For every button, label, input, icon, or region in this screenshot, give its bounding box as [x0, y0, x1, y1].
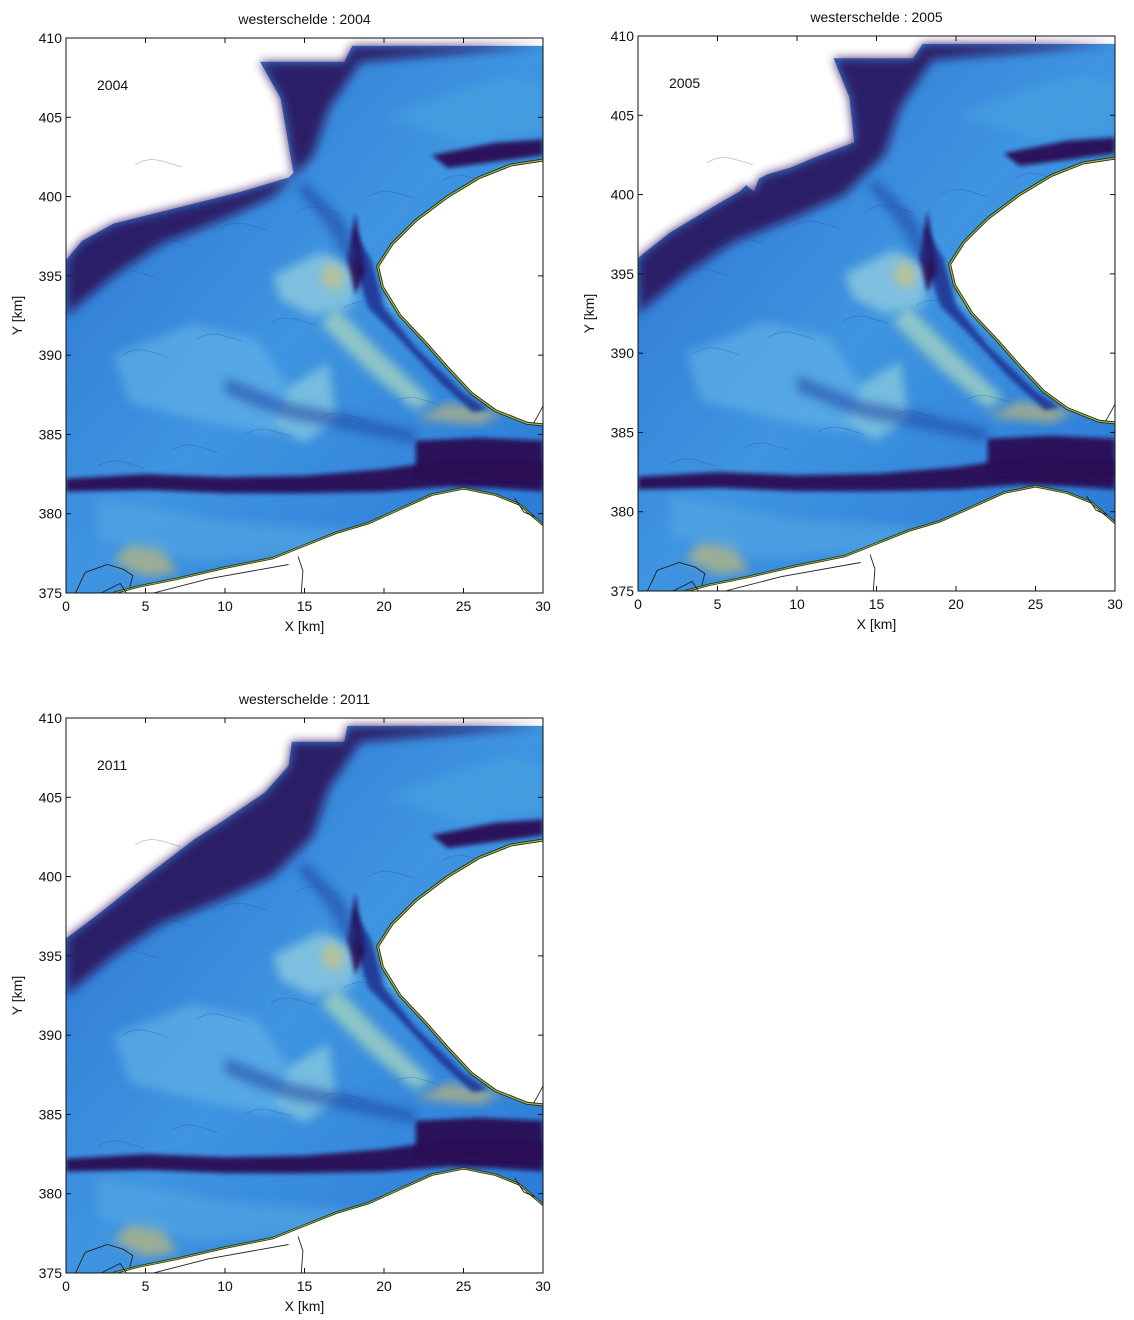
- x-tick-label: 25: [456, 1278, 472, 1294]
- x-tick-label: 25: [1028, 596, 1044, 612]
- y-tick-label: 390: [39, 347, 63, 363]
- x-tick-label: 10: [217, 598, 233, 614]
- y-tick-label: 405: [39, 109, 63, 125]
- x-tick-label: 25: [456, 598, 472, 614]
- y-tick-label: 385: [611, 424, 635, 440]
- map-panel-2011: 0 5 10 15 20 25 30 375 380 385 390 395 400 405 410 west…: [0, 680, 560, 1320]
- map-svg: 0 5 10 15 20 25 30 375 380 385 390 395 400 405 410 west…: [9, 11, 551, 634]
- x-tick-label: 30: [1107, 596, 1123, 612]
- x-tick-label: 0: [62, 598, 70, 614]
- bathymetry-layer: [66, 45, 543, 593]
- y-tick-label: 375: [39, 1265, 63, 1281]
- x-tick-label: 5: [142, 1278, 150, 1294]
- y-tick-label: 380: [39, 506, 63, 522]
- y-tick-label: 390: [39, 1027, 63, 1043]
- y-tick-label: 385: [39, 1106, 63, 1122]
- bathymetry-layer: [638, 43, 1115, 591]
- panel-title: westerschelde : 2004: [237, 11, 371, 27]
- y-tick-label: 400: [39, 869, 63, 885]
- y-tick-label: 390: [611, 345, 635, 361]
- x-tick-label: 0: [62, 1278, 70, 1294]
- map-svg: 0 5 10 15 20 25 30 375 380 385 390 395 400 405 410 west…: [581, 9, 1123, 632]
- map-panel-2005: 0 5 10 15 20 25 30 375 380 385 390 395 400 405 410 west…: [572, 0, 1132, 638]
- year-label: 2004: [97, 77, 128, 93]
- x-tick-label: 30: [535, 1278, 551, 1294]
- x-tick-label: 0: [634, 596, 642, 612]
- x-tick-label: 20: [376, 598, 392, 614]
- year-label: 2011: [97, 757, 127, 773]
- y-tick-label: 410: [39, 30, 63, 46]
- x-tick-label: 15: [297, 598, 313, 614]
- x-tick-label: 15: [869, 596, 885, 612]
- bathymetry-layer: [66, 725, 543, 1273]
- y-tick-label: 385: [39, 426, 63, 442]
- y-tick-label: 375: [611, 583, 635, 599]
- x-tick-label: 10: [789, 596, 805, 612]
- x-tick-label: 30: [535, 598, 551, 614]
- x-axis-label: X [km]: [285, 1298, 325, 1314]
- y-tick-label: 375: [39, 585, 63, 601]
- y-tick-label: 410: [611, 28, 635, 44]
- y-tick-label: 405: [611, 107, 635, 123]
- panel-title: westerschelde : 2005: [809, 9, 943, 25]
- y-tick-label: 395: [39, 268, 63, 284]
- year-label: 2005: [669, 75, 700, 91]
- x-tick-label: 20: [376, 1278, 392, 1294]
- y-tick-label: 410: [39, 710, 63, 726]
- x-tick-label: 20: [948, 596, 964, 612]
- map-svg: 0 5 10 15 20 25 30 375 380 385 390 395 400 405 410 west…: [9, 691, 551, 1314]
- y-axis-label: Y [km]: [9, 296, 25, 335]
- y-tick-label: 380: [611, 504, 635, 520]
- y-tick-label: 400: [611, 187, 635, 203]
- map-panel-2004: 0 5 10 15 20 25 30 375 380 385 390 395 400 405 410 west…: [0, 0, 560, 640]
- x-tick-label: 10: [217, 1278, 233, 1294]
- x-tick-label: 5: [714, 596, 722, 612]
- y-tick-label: 400: [39, 189, 63, 205]
- x-tick-label: 15: [297, 1278, 313, 1294]
- x-axis-label: X [km]: [857, 616, 897, 632]
- x-tick-label: 5: [142, 598, 150, 614]
- y-axis-label: Y [km]: [581, 294, 597, 333]
- y-tick-label: 405: [39, 789, 63, 805]
- y-tick-label: 380: [39, 1186, 63, 1202]
- x-axis-label: X [km]: [285, 618, 325, 634]
- y-axis-label: Y [km]: [9, 976, 25, 1015]
- y-tick-label: 395: [611, 266, 635, 282]
- panel-title: westerschelde : 2011: [238, 691, 370, 707]
- y-tick-label: 395: [39, 948, 63, 964]
